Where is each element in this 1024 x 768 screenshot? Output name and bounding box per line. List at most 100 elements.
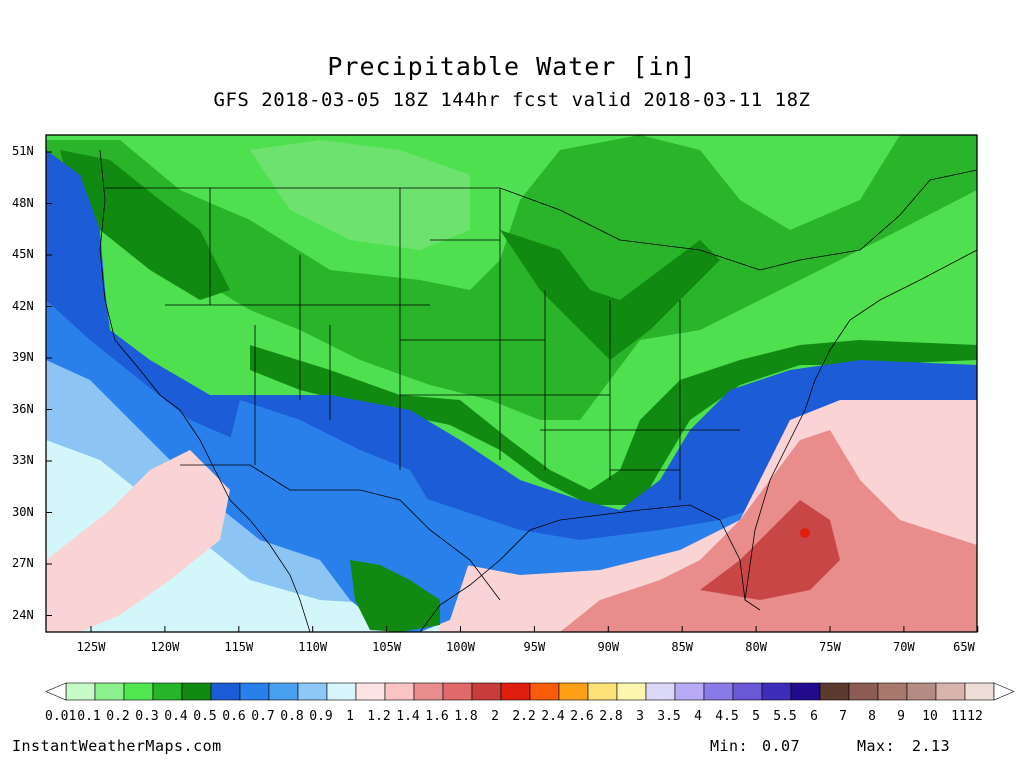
colorbar-label: 1.4 (396, 709, 420, 724)
colorbar-label: 3 (636, 709, 644, 724)
coastline-gulf (419, 504, 761, 632)
state-lines (165, 188, 740, 500)
border-canada (105, 169, 977, 271)
colorbar-label: 5 (752, 709, 760, 724)
colorbar-swatch (732, 682, 763, 701)
colorbar-swatch (819, 682, 850, 701)
lat-label: 48N (12, 195, 34, 210)
field-region-0.3 (46, 135, 977, 420)
lon-label: 80W (745, 640, 767, 654)
colorbar-swatch (268, 682, 299, 701)
colorbar-swatch (935, 682, 966, 701)
field-region-1.8 (700, 500, 840, 600)
colorbar-swatch (94, 682, 125, 701)
colorbar-swatch (500, 682, 531, 701)
lat-label: 39N (12, 350, 34, 364)
lon-label: 100W (446, 640, 475, 654)
colorbar-swatch (558, 682, 589, 701)
min-value: 0.07 (762, 737, 801, 755)
colorbar-label: 11 (951, 709, 967, 724)
colorbar-swatch (239, 682, 270, 701)
colorbar-swatch (471, 682, 502, 701)
colorbar-label: 10 (922, 709, 938, 724)
colorbar-swatch (790, 682, 821, 701)
colorbar (45, 682, 1015, 701)
colorbar-label: 5.5 (773, 709, 797, 724)
lon-label: 115W (224, 640, 254, 654)
colorbar-label: 2.4 (541, 709, 565, 724)
lon-label: 65W (953, 640, 975, 654)
field-region-mexico-green (350, 560, 440, 632)
field-region-0.4 (250, 340, 977, 505)
colorbar-label: 7 (839, 709, 847, 724)
field-region-0.4-northwest (60, 150, 230, 300)
lon-label: 75W (819, 640, 841, 654)
colorbar-label: 0.4 (164, 709, 188, 724)
colorbar-swatch (848, 682, 879, 701)
field-region-0.4-north (500, 230, 720, 360)
map-title: Precipitable Water [in] (327, 52, 697, 81)
colorbar-label: 9 (897, 709, 905, 724)
colorbar-label: 1.6 (425, 709, 449, 724)
lon-label: 125W (76, 640, 106, 654)
colorbar-swatch (616, 682, 647, 701)
site-credit: InstantWeatherMaps.com (12, 737, 222, 755)
colorbar-label: 0.8 (280, 709, 304, 724)
colorbar-label: 0.2 (106, 709, 130, 724)
colorbar-swatch (65, 682, 96, 701)
lat-label: 36N (12, 401, 34, 416)
colorbar-swatch (877, 682, 908, 701)
colorbar-label: 2 (491, 709, 499, 724)
lon-label: 90W (597, 640, 620, 654)
max-value: 2.13 (912, 737, 951, 755)
field-region-mexico (230, 400, 470, 632)
colorbar-swatch (587, 682, 618, 701)
field-region-1.4 (560, 430, 977, 632)
colorbar-swatch (906, 682, 937, 701)
colorbar-label: 0.6 (222, 709, 246, 724)
map-field (46, 135, 977, 632)
colorbar-label: 0.01 (45, 709, 77, 724)
colorbar-swatch (645, 682, 676, 701)
colorbar-swatch (181, 682, 212, 701)
lat-label: 45N (12, 247, 34, 261)
colorbar-label: 0.7 (251, 709, 275, 724)
colorbar-swatch (297, 682, 328, 701)
colorbar-label: 4 (694, 709, 702, 724)
coastline-east (744, 249, 977, 601)
colorbar-label: 3.5 (657, 709, 681, 724)
lon-label: 105W (372, 640, 402, 654)
map-ticks (46, 151, 979, 632)
boundaries (99, 149, 977, 632)
lat-label: 30N (12, 504, 34, 519)
map-frame (45, 134, 978, 633)
field-region-0.1 (250, 140, 470, 250)
colorbar-swatch (152, 682, 183, 701)
colorbar-label: 1.2 (367, 709, 391, 724)
lon-label: 95W (523, 640, 546, 654)
colorbar-label: 2.8 (599, 709, 623, 724)
colorbar-swatch (964, 682, 995, 701)
colorbar-label: 8 (868, 709, 876, 724)
max-label: Max: (857, 737, 896, 755)
colorbar-label: 0.1 (77, 709, 101, 724)
lat-label: 51N (12, 144, 34, 158)
lat-label: 42N (12, 298, 34, 313)
lat-label: 27N (12, 556, 34, 570)
colorbar-swatch (703, 682, 734, 701)
colorbar-label: 0.5 (193, 709, 217, 724)
map-subtitle: GFS 2018-03-05 18Z 144hr fcst valid 2018… (213, 89, 811, 111)
colorbar-label: 6 (810, 709, 818, 724)
colorbar-label: 1.8 (454, 709, 478, 724)
lat-label: 24N (12, 607, 34, 622)
colorbar-label: 2.2 (512, 709, 536, 724)
colorbar-label: 2.6 (570, 709, 594, 724)
coastline-west (99, 149, 311, 632)
colorbar-swatch (326, 682, 357, 701)
field-max-spot (800, 528, 810, 538)
lon-label: 120W (150, 640, 180, 654)
colorbar-swatch (210, 682, 241, 701)
colorbar-swatch (384, 682, 415, 701)
colorbar-swatch (442, 682, 473, 701)
colorbar-swatch (413, 682, 444, 701)
